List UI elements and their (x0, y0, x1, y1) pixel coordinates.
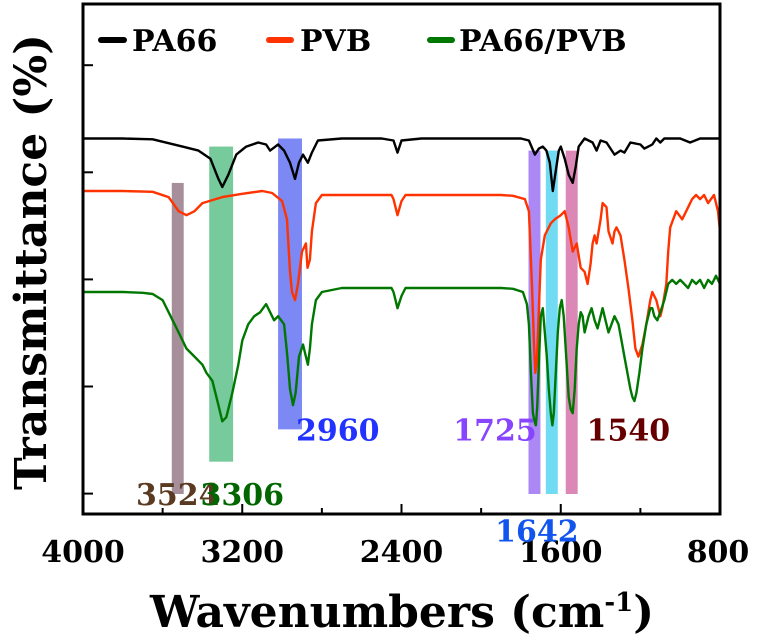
band-label-2960: 2960 (296, 413, 380, 448)
x-tick-label: 800 (687, 535, 750, 570)
x-axis-title-main: Wavenumbers (cm (149, 587, 604, 638)
x-axis-title-close: ) (633, 587, 654, 638)
x-tick-labels: 4000 3200 2400 1600 800 (41, 535, 749, 570)
band-label-1725: 1725 (453, 413, 537, 448)
legend-label-pa66: PA66 (132, 24, 217, 59)
legend-label-pvb: PVB (300, 24, 371, 59)
axis-ticks (82, 64, 721, 514)
series-line-pa66-pvb (83, 274, 722, 427)
band-3524 (171, 182, 184, 495)
band-label-3306: 3306 (201, 478, 285, 513)
band-label-1540: 1540 (587, 413, 671, 448)
x-axis-title: Wavenumbers (cm-1) (149, 587, 654, 638)
x-tick-label: 3200 (201, 535, 285, 570)
x-tick-label: 4000 (41, 535, 125, 570)
legend: PA66 PVB PA66/PVB (98, 24, 627, 59)
band-1642 (545, 150, 558, 494)
y-axis-title: Transmittance (%) (6, 34, 57, 490)
series-line-pvb (83, 189, 722, 374)
x-tick-label: 2400 (360, 535, 444, 570)
band-label-1642: 1642 (495, 514, 579, 549)
legend-label-pa66-pvb: PA66/PVB (459, 24, 627, 59)
band-label-3524: 3524 (136, 478, 220, 513)
spectra-lines (83, 137, 722, 427)
band-1725 (528, 150, 541, 494)
x-axis-title-superscript: -1 (604, 588, 633, 618)
x-tick-label: 1600 (519, 535, 603, 570)
series-line-pa66 (83, 137, 720, 193)
band-3306 (209, 146, 234, 462)
band-1540 (565, 150, 578, 494)
